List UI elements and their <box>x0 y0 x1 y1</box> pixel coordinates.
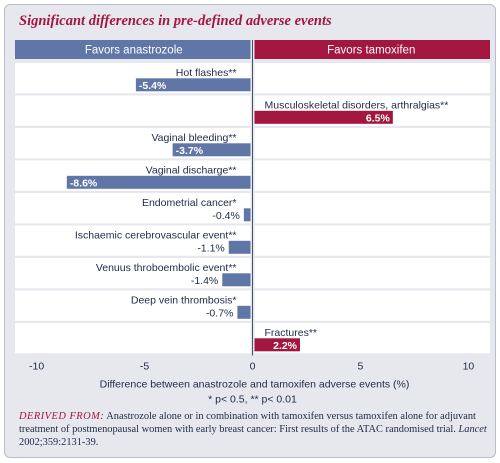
category-label: Fractures** <box>265 327 318 339</box>
row-background <box>15 290 251 321</box>
bar <box>222 273 251 287</box>
data-label: -0.4% <box>212 210 239 222</box>
header-favors-anastrozole-bar <box>15 40 251 59</box>
category-label: Vaginal discharge** <box>146 165 237 177</box>
bar <box>66 175 251 189</box>
bar <box>254 338 300 352</box>
bar <box>228 240 251 254</box>
data-label: -5.4% <box>139 80 167 92</box>
header-favors-tamoxifen-label: Favors tamoxifen <box>327 45 415 57</box>
source-citation: DERIVED FROM: Anastrozole alone or in co… <box>19 410 489 449</box>
significance-note: * p< 0.5, ** p< 0.01 <box>208 394 297 406</box>
data-label: -3.7% <box>176 145 204 157</box>
x-axis-label: Difference between anastrozole and tamox… <box>100 379 410 391</box>
row-background <box>15 225 251 256</box>
category-label: Musculoskeletal disorders, arthralgias** <box>265 100 449 112</box>
chart-title: Significant differences in pre-defined a… <box>19 13 332 29</box>
row-background <box>254 160 490 191</box>
category-label: Endometrial cancer* <box>142 197 237 209</box>
header-favors-tamoxifen-bar <box>254 40 490 59</box>
data-label: -8.6% <box>70 177 98 189</box>
bar <box>237 305 251 319</box>
data-label: -0.7% <box>206 307 233 319</box>
source-citation-detail: 2002;359:2131-39. <box>19 437 99 448</box>
source-text: Anastrozole alone or in combination with… <box>19 411 476 435</box>
category-label: Deep vein thrombosis* <box>131 295 237 307</box>
header-favors-anastrozole-label: Favors anastrozole <box>85 45 183 57</box>
category-label: Ischaemic cerebrovascular event** <box>75 230 237 242</box>
row-background <box>254 290 490 321</box>
category-label: Hot flashes** <box>176 67 237 79</box>
bar <box>172 143 251 157</box>
data-label: 2.2% <box>273 340 298 352</box>
row-background <box>254 193 490 224</box>
row-background <box>15 323 251 354</box>
figure-panel: Significant differences in pre-defined a… <box>4 4 496 458</box>
source-journal: Lancet <box>458 424 487 435</box>
category-label: Venuus throboembolic event** <box>96 262 237 274</box>
row-background <box>15 95 251 126</box>
row-background <box>15 258 251 289</box>
row-background <box>254 63 490 94</box>
x-tick-label: 5 <box>358 361 364 373</box>
row-background <box>254 225 490 256</box>
x-tick-label: -5 <box>140 361 149 373</box>
row-background <box>254 128 490 159</box>
data-label: 6.5% <box>366 112 391 124</box>
category-label: Vaginal bleeding** <box>151 132 236 144</box>
bar <box>135 78 251 92</box>
bar <box>254 110 393 124</box>
data-label: -1.1% <box>197 242 224 254</box>
bar <box>243 208 251 222</box>
row-background <box>254 258 490 289</box>
source-label: DERIVED FROM: <box>19 411 105 422</box>
bar-chart: Favors anastrozole Favors tamoxifen Hot fl… <box>15 40 490 406</box>
x-tick-label: -10 <box>29 361 44 373</box>
x-tick-label: 10 <box>463 361 475 373</box>
x-tick-label: 0 <box>250 361 256 373</box>
row-background <box>15 193 251 224</box>
data-label: -1.4% <box>191 275 218 287</box>
